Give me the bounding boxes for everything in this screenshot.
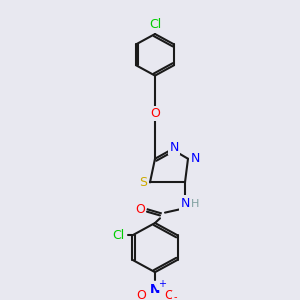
Text: N: N: [150, 283, 160, 296]
Text: S: S: [139, 176, 147, 189]
Text: N: N: [180, 197, 190, 210]
Text: -: -: [173, 292, 177, 300]
Text: O: O: [150, 107, 160, 120]
Text: N: N: [190, 152, 200, 165]
Text: +: +: [158, 279, 166, 290]
Text: H: H: [191, 199, 199, 209]
Text: Cl: Cl: [112, 229, 124, 242]
Text: O: O: [135, 203, 145, 216]
Text: N: N: [169, 141, 179, 154]
Text: Cl: Cl: [149, 18, 161, 31]
Text: O: O: [164, 289, 174, 300]
Text: O: O: [136, 289, 146, 300]
